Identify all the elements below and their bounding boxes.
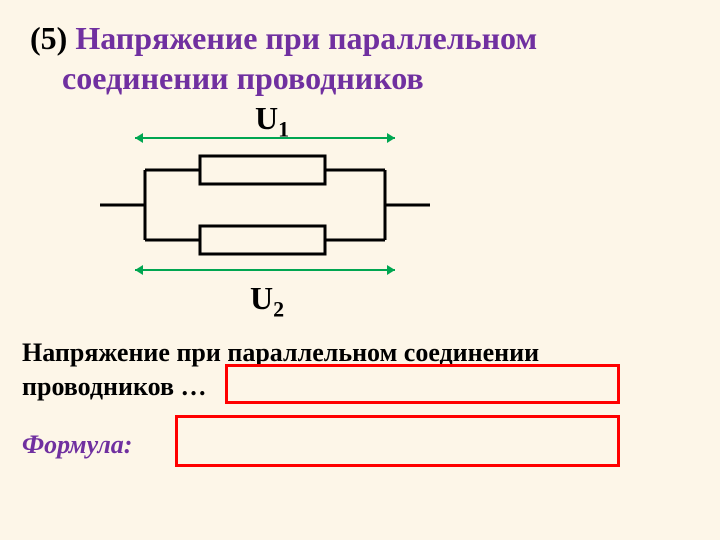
u1-label: U1 xyxy=(255,100,289,142)
subtitle-line1: Напряжение при параллельном соединении xyxy=(22,338,539,367)
title-number: (5) xyxy=(30,20,67,56)
slide-title: (5) Напряжение при параллельном соединен… xyxy=(30,18,690,98)
circuit-diagram: U1 U2 xyxy=(100,105,420,325)
title-line2: соединении проводников xyxy=(62,60,424,96)
title-line1: Напряжение при параллельном xyxy=(75,20,537,56)
formula-label: Формула: xyxy=(22,430,132,460)
answer-box-2 xyxy=(175,415,620,467)
u2-label: U2 xyxy=(250,280,284,322)
subtitle-line2: проводников … xyxy=(22,372,207,401)
answer-box-1 xyxy=(225,364,620,404)
